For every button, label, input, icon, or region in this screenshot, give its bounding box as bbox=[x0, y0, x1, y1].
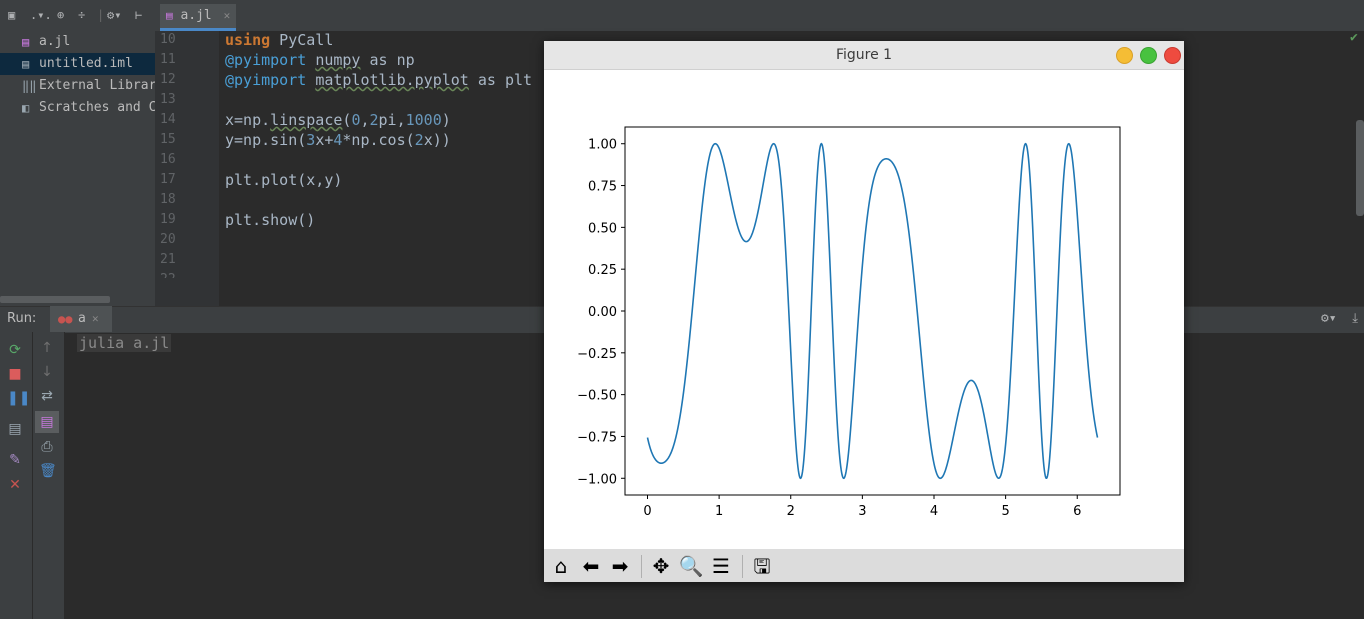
pin-tab-icon[interactable]: ✎ bbox=[9, 452, 21, 468]
x-tick-label: 6 bbox=[1073, 504, 1081, 519]
line-number: 20 bbox=[160, 232, 176, 247]
hide-panel-icon[interactable]: ⊢ bbox=[135, 8, 143, 22]
console-actions-toolbar: ↑ ↓ ⇄ ▤ ⎙ 🗑 bbox=[33, 332, 65, 619]
line-number: 10 bbox=[160, 32, 176, 47]
julia-file-icon: ▤ bbox=[166, 9, 173, 22]
figure-title: Figure 1 bbox=[835, 47, 893, 63]
line-number: 19 bbox=[160, 212, 176, 227]
line-number: 21 bbox=[160, 252, 176, 267]
line-number: 22 bbox=[160, 272, 190, 278]
figure-toolbar bbox=[544, 549, 1184, 582]
tab-a-jl[interactable]: ▤ a.jl ✕ bbox=[160, 4, 237, 31]
soft-wrap-icon[interactable]: ⇄ bbox=[41, 388, 53, 404]
line-chart: 0 1 2 3 4 5 6 1.00 0.75 0.50 0.25 0.00 −0.25 −0.50 −0.… bbox=[577, 126, 1121, 519]
close-window-button[interactable] bbox=[1164, 47, 1181, 64]
x-tick-label: 1 bbox=[715, 504, 723, 519]
inspection-ok-icon[interactable]: ✔ bbox=[1350, 30, 1358, 45]
minimize-panel-icon[interactable]: ⤓ bbox=[1352, 311, 1358, 326]
run-actions-toolbar: ⟳ ■ ❚❚ ▤ ✎ ✕ bbox=[0, 332, 33, 619]
figure-title-bar[interactable] bbox=[544, 41, 1184, 70]
back-icon[interactable]: ⬅ bbox=[582, 554, 600, 578]
close-tab-icon[interactable]: ✕ bbox=[223, 9, 231, 22]
tree-item-scratches[interactable]: ◧ Scratches and C bbox=[0, 97, 155, 119]
x-tick-label: 3 bbox=[858, 504, 866, 519]
code-line-15[interactable]: y=np.sin(3x+4*np.cos(2x)) bbox=[225, 131, 451, 149]
run-label: Run: bbox=[7, 311, 37, 326]
line-number: 15 bbox=[160, 132, 176, 147]
line-number: 11 bbox=[160, 52, 176, 67]
code-line-11[interactable]: @pyimport numpy as np bbox=[225, 51, 415, 69]
rerun-icon[interactable]: ⟳ bbox=[9, 342, 21, 358]
x-tick-label: 5 bbox=[1001, 504, 1009, 519]
line-number: 12 bbox=[160, 72, 176, 87]
y-tick-label: 0.75 bbox=[588, 180, 617, 195]
line-number: 18 bbox=[160, 192, 176, 207]
close-icon[interactable]: ✕ bbox=[9, 477, 21, 493]
y-tick-label: 0.25 bbox=[588, 263, 617, 278]
data-series-line bbox=[646, 142, 1099, 480]
line-number: 17 bbox=[160, 172, 176, 187]
stop-icon[interactable]: ■ bbox=[8, 366, 22, 382]
y-tick-label: 0.00 bbox=[588, 305, 617, 320]
print-icon[interactable]: ⎙ bbox=[41, 439, 53, 455]
project-view-icon[interactable]: ▣ bbox=[8, 8, 16, 22]
tree-item-untitled-iml[interactable]: ▤ untitled.iml bbox=[0, 53, 155, 75]
tree-item-a-jl[interactable]: ▤ a.jl bbox=[0, 31, 155, 53]
y-tick-label: 0.50 bbox=[588, 221, 617, 236]
home-icon[interactable]: ⌂ bbox=[554, 554, 568, 578]
y-tick-label: −1.00 bbox=[577, 472, 617, 487]
zoom-icon[interactable]: 🔍 bbox=[678, 554, 704, 578]
target-icon[interactable]: ⊕ bbox=[57, 8, 65, 22]
collapse-icon[interactable]: ÷ bbox=[78, 8, 86, 22]
maximize-window-button[interactable] bbox=[1140, 47, 1157, 64]
project-tree: ▤ a.jl ▤ untitled.iml ‖‖ External Librar… bbox=[0, 31, 155, 306]
x-tick-label: 0 bbox=[643, 504, 651, 519]
code-line-19[interactable]: plt.show() bbox=[225, 211, 316, 229]
forward-icon[interactable]: ➡ bbox=[611, 554, 629, 578]
editor-tab-bar bbox=[155, 0, 1364, 32]
figure-window bbox=[544, 41, 1184, 582]
gear-icon[interactable]: ⚙▾ bbox=[1320, 311, 1337, 326]
line-number: 13 bbox=[160, 92, 176, 107]
save-icon[interactable]: 🖫 bbox=[753, 554, 771, 578]
code-line-10[interactable]: using PyCall bbox=[225, 31, 334, 49]
pan-icon[interactable]: ✥ bbox=[652, 554, 670, 578]
julia-file-icon: ▤ bbox=[22, 35, 30, 49]
dump-threads-icon[interactable]: ▤ bbox=[8, 421, 22, 437]
y-tick-label: −0.75 bbox=[577, 430, 617, 445]
configure-icon[interactable]: ☰ bbox=[712, 554, 730, 578]
up-arrow-icon[interactable]: ↑ bbox=[41, 340, 53, 356]
project-toolbar: ▣ .▾. ⊕ ÷ | ⚙▾ ⊢ bbox=[0, 0, 155, 32]
gear-icon[interactable]: ⚙▾ bbox=[107, 8, 122, 22]
minimize-window-button[interactable] bbox=[1116, 47, 1133, 64]
library-icon: ‖‖ bbox=[22, 79, 37, 93]
trash-icon[interactable]: 🗑 bbox=[39, 463, 57, 479]
down-arrow-icon[interactable]: ↓ bbox=[41, 364, 53, 380]
module-file-icon: ▤ bbox=[22, 57, 30, 71]
y-tick-label: 1.00 bbox=[588, 138, 617, 153]
project-horizontal-scrollbar[interactable] bbox=[0, 296, 110, 303]
code-line-12[interactable]: @pyimport matplotlib.pyplot as plt bbox=[225, 71, 533, 89]
line-number: 16 bbox=[160, 152, 176, 167]
project-toolbar-text[interactable]: .▾. bbox=[30, 8, 52, 22]
tree-item-external-libraries[interactable]: ‖‖ External Librar bbox=[0, 75, 155, 97]
run-config-icon: ●● bbox=[58, 312, 73, 326]
console-output[interactable]: julia a.jl bbox=[77, 334, 172, 352]
scroll-to-end-icon[interactable]: ▤ bbox=[35, 411, 59, 433]
run-panel-actions: ⚙▾ ⤓ bbox=[1321, 311, 1358, 326]
editor-vertical-scrollbar[interactable] bbox=[1356, 120, 1364, 216]
close-run-tab-icon[interactable]: ✕ bbox=[92, 312, 99, 325]
x-tick-label: 2 bbox=[787, 504, 795, 519]
line-number: 14 bbox=[160, 112, 176, 127]
x-tick-label: 4 bbox=[930, 504, 938, 519]
y-tick-label: −0.25 bbox=[577, 347, 617, 362]
code-line-17[interactable]: plt.plot(x,y) bbox=[225, 171, 343, 189]
run-tab-a[interactable]: ●● a ✕ bbox=[50, 306, 112, 332]
y-tick-label: −0.50 bbox=[577, 389, 617, 404]
scratches-icon: ◧ bbox=[22, 101, 30, 115]
pause-icon[interactable]: ❚❚ bbox=[7, 390, 31, 406]
code-line-14[interactable]: x=np.linspace(0,2pi,1000) bbox=[225, 111, 451, 129]
